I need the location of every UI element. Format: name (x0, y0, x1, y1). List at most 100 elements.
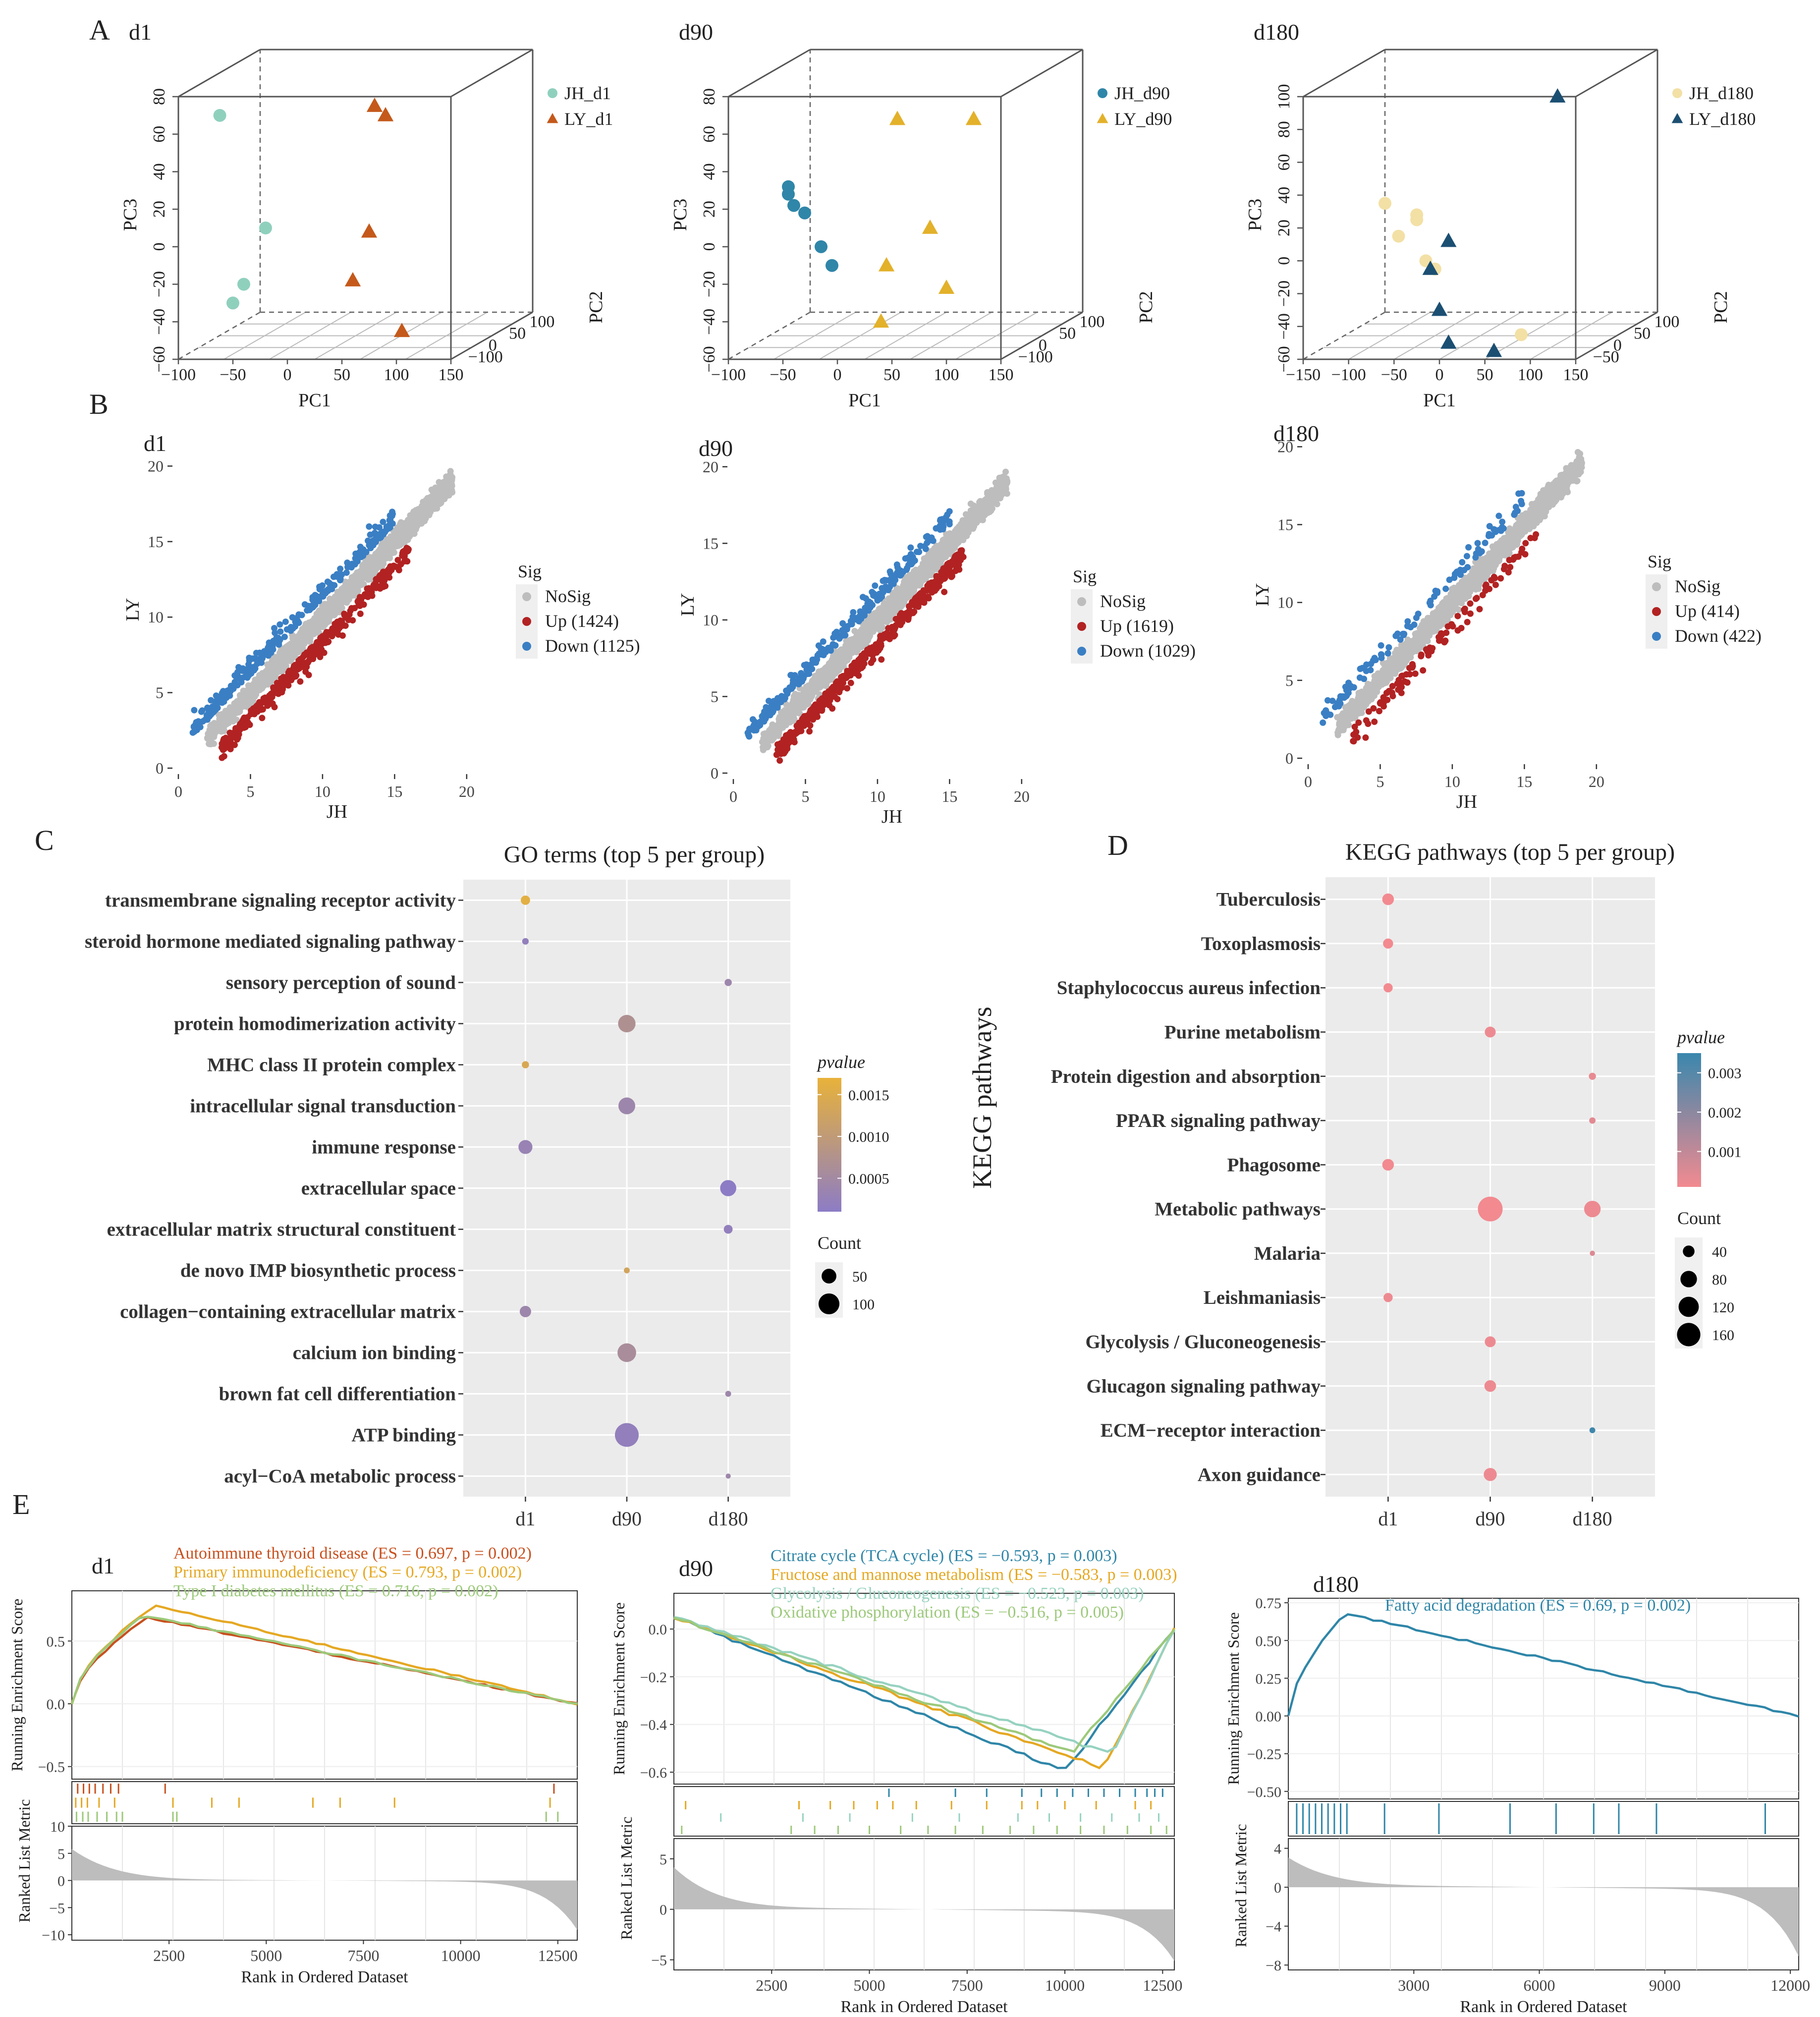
down-point (192, 721, 199, 728)
y-tick-label: 0 (1039, 336, 1047, 354)
y-tick-label: −100 (468, 348, 503, 366)
pca-point (1431, 301, 1448, 316)
nosig-point (282, 663, 289, 670)
z-tick-label: 40 (700, 163, 718, 180)
pca-title: d180 (1254, 19, 1299, 45)
x-tick-label: 100 (1518, 366, 1543, 384)
down-point (198, 708, 205, 715)
nosig-point (238, 693, 245, 700)
y-tick-label: 10 (148, 608, 164, 626)
down-point (254, 660, 261, 667)
legend-key (1097, 113, 1108, 123)
nosig-point (361, 571, 368, 578)
x-tick-label: −50 (220, 366, 246, 384)
nosig-point (394, 526, 401, 533)
panel-letter-c: C (35, 824, 54, 856)
pca-point (878, 257, 895, 272)
up-point (337, 618, 344, 625)
down-point (217, 699, 223, 706)
z-tick-label: 60 (1275, 154, 1293, 171)
pca-point (361, 223, 378, 238)
z-axis-label: PC3 (670, 199, 691, 231)
nosig-point (313, 618, 320, 625)
down-point (372, 523, 379, 530)
y-tick-label: 0 (1613, 336, 1622, 354)
nosig-point (218, 717, 225, 724)
down-point (331, 582, 338, 589)
pca-point (798, 206, 811, 220)
nosig-point (313, 623, 320, 630)
z-tick-label: −60 (700, 346, 718, 372)
up-point (404, 558, 411, 565)
nosig-point (431, 498, 438, 504)
down-point (367, 531, 374, 538)
z-tick-label: 80 (1275, 121, 1293, 138)
down-point (281, 633, 288, 640)
x-tick-label: 15 (386, 783, 402, 800)
y-tick-label: 0 (489, 336, 497, 354)
pca-point (259, 222, 272, 234)
up-point (243, 720, 250, 727)
up-point (231, 741, 238, 748)
nosig-point (382, 547, 389, 554)
pca-point (826, 259, 838, 272)
nosig-point (1002, 468, 1009, 475)
down-point (245, 661, 252, 668)
up-point (290, 668, 297, 675)
nosig-point (373, 559, 380, 565)
nosig-point (402, 536, 409, 543)
pca-point (1515, 328, 1528, 341)
nosig-point (279, 653, 286, 660)
hidden-edge (1303, 311, 1385, 360)
down-point (366, 523, 373, 530)
down-point (214, 704, 221, 711)
down-point (270, 646, 276, 653)
nosig-point (267, 661, 274, 668)
x-tick-label: 150 (989, 366, 1014, 384)
down-point (230, 683, 237, 690)
y-tick-label: 5 (156, 684, 164, 702)
z-tick-label: −20 (1275, 280, 1293, 307)
x-tick-label: 0 (833, 366, 842, 384)
x-tick-label: 0 (174, 783, 182, 800)
x-tick-label: −50 (770, 366, 796, 384)
legend-label: LY_d90 (1114, 109, 1172, 129)
down-point (312, 592, 319, 599)
down-point (250, 667, 257, 674)
legend-key (547, 113, 558, 123)
down-point (283, 626, 290, 633)
down-point (298, 612, 305, 618)
nosig-point (409, 512, 416, 519)
up-point (278, 675, 285, 682)
cube-edge (1000, 49, 1083, 98)
z-tick-label: 40 (150, 163, 168, 180)
legend-label: JH_d180 (1689, 83, 1754, 103)
nosig-point (425, 504, 432, 511)
x-tick-label: 100 (384, 366, 409, 384)
nosig-point (318, 616, 325, 622)
legend-key (522, 617, 531, 626)
nosig-point (253, 683, 260, 690)
nosig-point (335, 596, 342, 603)
up-point (297, 678, 304, 685)
nosig-point (350, 588, 357, 595)
up-point (377, 573, 384, 580)
nosig-point (243, 696, 250, 703)
nosig-point (432, 488, 439, 495)
down-point (292, 623, 299, 630)
hidden-edge (728, 311, 811, 360)
x-tick-label: 20 (459, 783, 475, 800)
down-point (271, 624, 278, 631)
z-tick-label: −40 (700, 309, 718, 335)
up-point (292, 662, 299, 669)
scatter-title: d90 (699, 436, 733, 461)
z-tick-label: 20 (700, 201, 718, 218)
pca-point (815, 240, 827, 253)
up-point (388, 566, 395, 573)
legend-key (548, 88, 557, 98)
down-point (219, 690, 225, 697)
x-tick-label: 5 (246, 783, 254, 800)
down-point (189, 729, 196, 736)
pca-point (873, 313, 889, 328)
x-tick-label: −100 (711, 366, 746, 384)
